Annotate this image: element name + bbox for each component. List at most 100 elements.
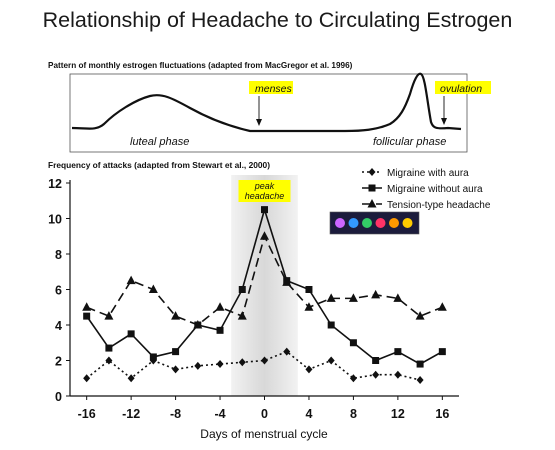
data-point-migraine-with-aura [238,358,246,367]
data-point-tension-type-headache [326,293,336,302]
data-point-migraine-without-aura [394,348,402,356]
data-point-tension-type-headache [282,277,292,286]
data-point-migraine-with-aura [194,361,202,370]
data-point-tension-type-headache [393,293,403,302]
palette-swatch-background [329,211,420,235]
data-point-migraine-with-aura [327,356,335,365]
menses-arrowhead [256,119,262,126]
palette-dot [335,218,345,228]
ovulation-arrowhead [441,118,447,125]
legend-marker-migraine-with-aura [368,168,376,176]
data-point-migraine-with-aura [261,356,268,365]
legend-entry-migraine-without-aura: Migraine without aura [362,184,483,195]
data-point-migraine-without-aura [216,326,224,334]
x-tick-label: 16 [435,407,449,421]
palette-dot [389,218,399,228]
data-point-tension-type-headache [237,311,247,320]
legend-label-migraine-with-aura: Migraine with aura [387,168,469,179]
data-point-migraine-with-aura [127,374,135,383]
data-point-migraine-without-aura [372,357,380,364]
data-point-tension-type-headache [348,293,358,302]
y-tick-label: 6 [55,284,62,298]
legend-entry-tension-type-headache: Tension-type headache [362,199,491,211]
x-tick-label: 0 [261,407,268,421]
legend-marker-migraine-without-aura [368,184,376,192]
data-point-migraine-without-aura [416,360,424,368]
series-line-migraine-with-aura [86,350,421,381]
palette-dot [375,218,386,228]
palette-dot [362,218,372,228]
follicular-phase-label: follicular phase [373,136,446,148]
series-tension-type-headache [82,231,447,329]
data-point-tension-type-headache [104,311,114,320]
peak-annotation-line2: headache [245,191,285,201]
x-tick-label: -12 [122,407,140,421]
x-tick-label: 12 [391,407,405,421]
peak-annotation-line1: peak [254,181,275,191]
legend-label-tension-type-headache: Tension-type headache [387,200,491,211]
data-point-migraine-without-aura [83,312,91,320]
y-tick-label: 12 [48,177,62,191]
data-point-migraine-without-aura [127,330,135,338]
data-point-migraine-with-aura [283,347,291,356]
data-point-migraine-with-aura [305,365,313,374]
data-point-migraine-without-aura [149,353,157,361]
chart-series [82,206,447,385]
palette-dot [348,218,359,228]
y-tick-label: 0 [55,390,62,404]
series-migraine-with-aura [83,347,424,385]
data-point-tension-type-headache [126,275,136,285]
ovulation-highlight [435,81,491,94]
data-point-migraine-with-aura [216,360,224,369]
peak-headache-highlight [238,180,291,202]
data-point-migraine-with-aura [416,376,424,385]
data-point-migraine-without-aura [327,321,335,329]
data-point-migraine-without-aura [105,344,113,352]
x-tick-label: 4 [305,407,312,421]
legend-label-migraine-without-aura: Migraine without aura [387,184,483,195]
data-point-migraine-without-aura [238,286,246,293]
slide-title: Relationship of Headache to Circulating … [42,8,513,32]
data-point-tension-type-headache [215,302,225,311]
legend-entry-migraine-with-aura: Migraine with aura [362,168,469,179]
data-point-migraine-without-aura [172,348,180,356]
data-point-tension-type-headache [437,302,447,311]
data-point-migraine-with-aura [105,356,113,365]
data-point-tension-type-headache [82,302,92,311]
data-point-migraine-without-aura [438,348,446,356]
y-tick-label: 2 [55,355,62,369]
data-point-migraine-without-aura [349,339,357,347]
color-palette-swatch [329,211,420,235]
y-tick-label: 10 [48,213,62,227]
data-point-migraine-with-aura [372,370,380,379]
data-point-migraine-with-aura [394,370,402,379]
x-axis-label: Days of menstrual cycle [200,427,328,441]
data-point-migraine-with-aura [83,374,91,383]
data-point-migraine-with-aura [349,374,357,383]
data-point-migraine-with-aura [172,365,180,374]
x-tick-label: -8 [170,407,181,421]
data-point-migraine-without-aura [261,206,268,214]
menses-label: menses [255,83,293,95]
data-point-migraine-without-aura [305,286,313,293]
palette-dot [402,218,413,228]
menses-highlight [249,81,293,94]
data-point-tension-type-headache [415,311,425,320]
data-point-tension-type-headache [148,284,158,293]
x-tick-label: 8 [350,407,357,421]
x-tick-label: -16 [78,407,96,421]
estrogen-curve [71,72,462,133]
data-point-tension-type-headache [371,289,381,299]
x-tick-label: -4 [214,407,225,421]
data-point-tension-type-headache [171,311,181,320]
top-panel-frame [69,73,468,153]
data-point-tension-type-headache [260,231,269,240]
data-point-tension-type-headache [304,302,314,311]
y-tick-label: 8 [55,248,62,262]
luteal-phase-label: luteal phase [130,136,189,148]
ovulation-label: ovulation [440,83,482,95]
legend: Migraine with aura Migraine without aura T… [362,168,491,211]
top-panel-caption: Pattern of monthly estrogen fluctuations… [48,61,353,70]
y-tick-label: 4 [55,319,62,333]
